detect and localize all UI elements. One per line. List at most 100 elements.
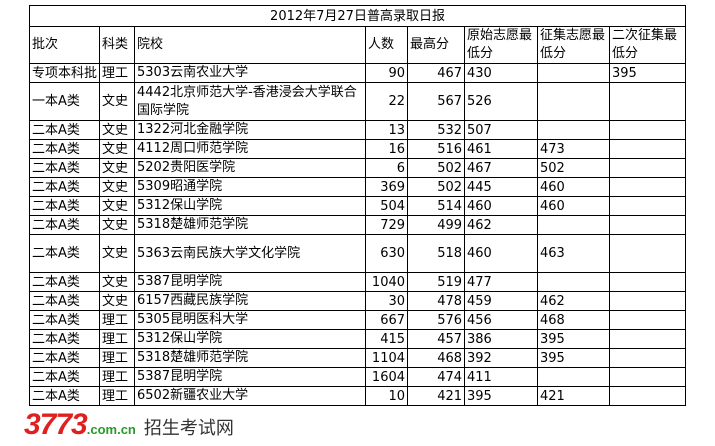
table-cell: 理工	[99, 367, 136, 387]
table-row: 二本A类 文史 6157西藏民族学院 30 478 459 462	[28, 291, 687, 311]
table-cell: 456	[464, 310, 539, 330]
table-cell: 468	[407, 348, 466, 368]
table-cell: 473	[537, 139, 611, 159]
table-cell: 507	[464, 120, 539, 140]
table-cell: 文史	[99, 139, 136, 159]
table-cell: 二本A类	[28, 348, 101, 368]
table-cell: 5312保山学院	[134, 196, 367, 216]
table-cell: 5312保山学院	[134, 329, 367, 349]
table-cell: 1322河北金融学院	[134, 120, 367, 140]
table-cell: 理工	[99, 386, 136, 406]
watermark-number: 3773	[24, 408, 88, 441]
table-row: 一本A类 文史 4442北京师范大学-香港浸会大学联合国际学院 22 567 526	[28, 82, 687, 121]
table-cell: 二本A类	[28, 215, 101, 235]
table-cell: 667	[365, 310, 409, 330]
column-header: 原始志愿最低分	[464, 26, 539, 64]
table-cell: 5303云南农业大学	[134, 63, 367, 83]
table-cell: 395	[537, 348, 611, 368]
table-row: 二本A类 文史 4112周口师范学院 16 516 461 473	[28, 139, 687, 159]
table-row: 二本A类 文史 5309昭通学院 369 502 445 460	[28, 177, 687, 197]
table-cell: 499	[407, 215, 466, 235]
table-cell: 729	[365, 215, 409, 235]
table-cell: 395	[609, 63, 687, 83]
table-cell: 518	[407, 234, 466, 273]
column-header: 批次	[28, 26, 101, 64]
table-cell: 二本A类	[28, 177, 101, 197]
table-cell	[609, 215, 687, 235]
table-cell: 5305昆明医科大学	[134, 310, 367, 330]
table-cell: 22	[365, 82, 409, 121]
table-cell	[537, 367, 611, 387]
table-cell: 5318楚雄师范学院	[134, 215, 367, 235]
column-header: 征集志愿最低分	[537, 26, 611, 64]
table-cell: 474	[407, 367, 466, 387]
table-cell: 5202贵阳医学院	[134, 158, 367, 178]
table-cell	[609, 196, 687, 216]
table-cell: 文史	[99, 272, 136, 292]
table-row: 二本A类 文史 1322河北金融学院 13 532 507	[28, 120, 687, 140]
column-header: 科类	[99, 26, 136, 64]
table-row: 二本A类 文史 5363云南民族大学文化学院 630 518 460 463	[28, 234, 687, 273]
table-cell: 理工	[99, 310, 136, 330]
table-cell: 411	[464, 367, 539, 387]
table-cell: 文史	[99, 215, 136, 235]
table-cell	[609, 329, 687, 349]
table-row: 二本A类 理工 5312保山学院 415 457 386 395	[28, 329, 687, 349]
table-cell: 514	[407, 196, 466, 216]
table-cell: 576	[407, 310, 466, 330]
table-row: 二本A类 文史 5318楚雄师范学院 729 499 462	[28, 215, 687, 235]
table-cell	[609, 386, 687, 406]
table-cell: 369	[365, 177, 409, 197]
table-cell: 519	[407, 272, 466, 292]
table-row: 二本A类 理工 5318楚雄师范学院 1104 468 392 395	[28, 348, 687, 368]
table-cell: 4112周口师范学院	[134, 139, 367, 159]
table-cell	[609, 158, 687, 178]
table-cell	[609, 272, 687, 292]
table-cell: 445	[464, 177, 539, 197]
table-cell: 567	[407, 82, 466, 121]
table-cell: 421	[407, 386, 466, 406]
watermark-domain: .com.cn	[86, 422, 136, 437]
table-cell	[609, 177, 687, 197]
table-cell: 6502新疆农业大学	[134, 386, 367, 406]
table-title: 2012年7月27日普高录取日报	[28, 5, 687, 27]
table-cell: 415	[365, 329, 409, 349]
table-cell: 文史	[99, 196, 136, 216]
column-header: 二次征集最低分	[609, 26, 687, 64]
table-row: 二本A类 理工 5305昆明医科大学 667 576 456 468	[28, 310, 687, 330]
table-cell: 二本A类	[28, 196, 101, 216]
table-cell: 462	[537, 291, 611, 311]
table-cell	[609, 310, 687, 330]
table-cell: 502	[407, 158, 466, 178]
table-cell	[609, 348, 687, 368]
column-header: 人数	[365, 26, 409, 64]
table-cell: 460	[537, 196, 611, 216]
table-cell: 30	[365, 291, 409, 311]
table-cell: 二本A类	[28, 291, 101, 311]
table-cell: 459	[464, 291, 539, 311]
table-cell: 二本A类	[28, 272, 101, 292]
table-cell	[609, 120, 687, 140]
table-cell: 理工	[99, 329, 136, 349]
table-cell: 4442北京师范大学-香港浸会大学联合国际学院	[134, 82, 367, 121]
table-cell	[537, 63, 611, 83]
table-row: 二本A类 理工 6502新疆农业大学 10 421 395 421	[28, 386, 687, 406]
table-cell: 395	[537, 329, 611, 349]
table-cell: 二本A类	[28, 329, 101, 349]
table-cell: 文史	[99, 120, 136, 140]
watermark-logo: 3773.com.cn 招生考试网	[24, 408, 234, 444]
table-cell: 专项本科批	[28, 63, 101, 83]
table-cell: 1040	[365, 272, 409, 292]
table-cell: 6157西藏民族学院	[134, 291, 367, 311]
table-row: 二本A类 文史 5312保山学院 504 514 460 460	[28, 196, 687, 216]
table-cell: 386	[464, 329, 539, 349]
table-cell: 文史	[99, 82, 136, 121]
admission-table: 2012年7月27日普高录取日报 批次 科类 院校 人数 最高分 原始志愿最低分 征集志愿最…	[28, 5, 687, 406]
table-cell: 467	[407, 63, 466, 83]
column-header: 最高分	[407, 26, 466, 64]
table-cell	[609, 82, 687, 121]
table-cell: 532	[407, 120, 466, 140]
table-cell: 1604	[365, 367, 409, 387]
table-cell: 478	[407, 291, 466, 311]
header-row: 批次 科类 院校 人数 最高分 原始志愿最低分 征集志愿最低分 二次征集最低分	[28, 26, 687, 64]
